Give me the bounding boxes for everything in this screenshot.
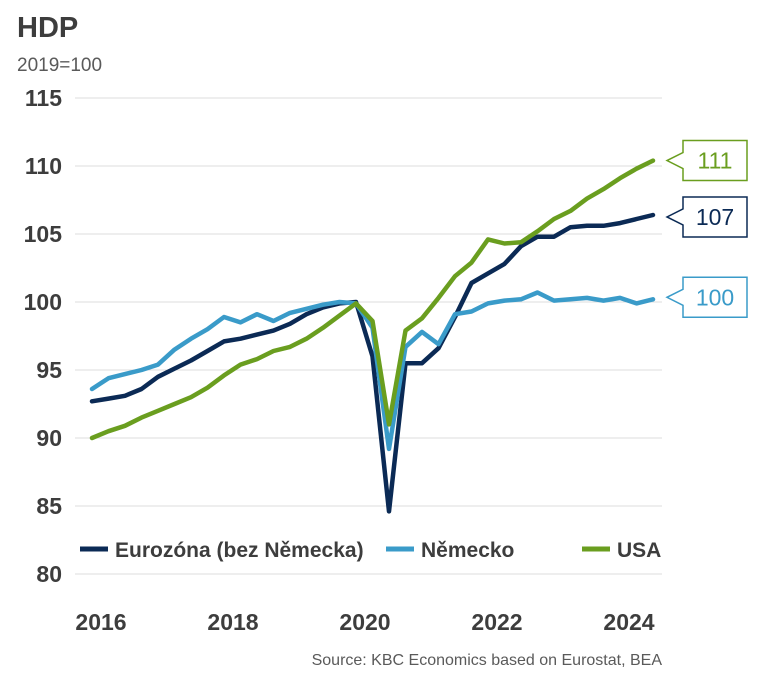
source-note: Source: KBC Economics based on Eurostat,… [312,652,663,669]
x-axis: 2016 2018 2020 2022 2024 [75,609,654,635]
series-line-2 [89,158,656,441]
x-tick-label: 2018 [207,609,258,635]
y-tick-label: 110 [25,153,62,179]
x-tick-label: 2024 [603,609,654,635]
end-label-0: 107 [696,204,734,230]
y-tick-label: 85 [36,493,62,519]
y-axis: 115 110 105 100 95 90 85 80 [24,85,63,587]
end-label-box-2 [665,139,748,182]
legend-label-2: USA [617,539,661,562]
end-label-box-1 [665,276,748,319]
y-tick-label: 115 [25,85,62,111]
end-label-2: 111 [698,148,733,174]
chart-subtitle: 2019=100 [17,55,102,76]
end-label-box-0 [665,196,748,238]
y-tick-label: 80 [36,561,62,587]
legend: Eurozóna (bez Německa) Německo USA [80,539,661,562]
end-label-1: 100 [696,284,734,310]
end-labels: 107 100 111 [665,139,748,319]
x-tick-label: 2022 [471,609,522,635]
legend-label-0: Eurozóna (bez Německa) [115,539,364,562]
chart-title: HDP [17,12,78,44]
x-tick-label: 2016 [75,609,126,635]
y-tick-label: 105 [24,221,63,247]
series-line-0 [89,212,656,514]
y-tick-label: 100 [24,289,62,315]
y-tick-label: 95 [36,357,62,383]
series-lines [89,158,656,514]
x-tick-label: 2020 [339,609,390,635]
legend-label-1: Německo [421,539,514,562]
y-tick-label: 90 [36,425,62,451]
